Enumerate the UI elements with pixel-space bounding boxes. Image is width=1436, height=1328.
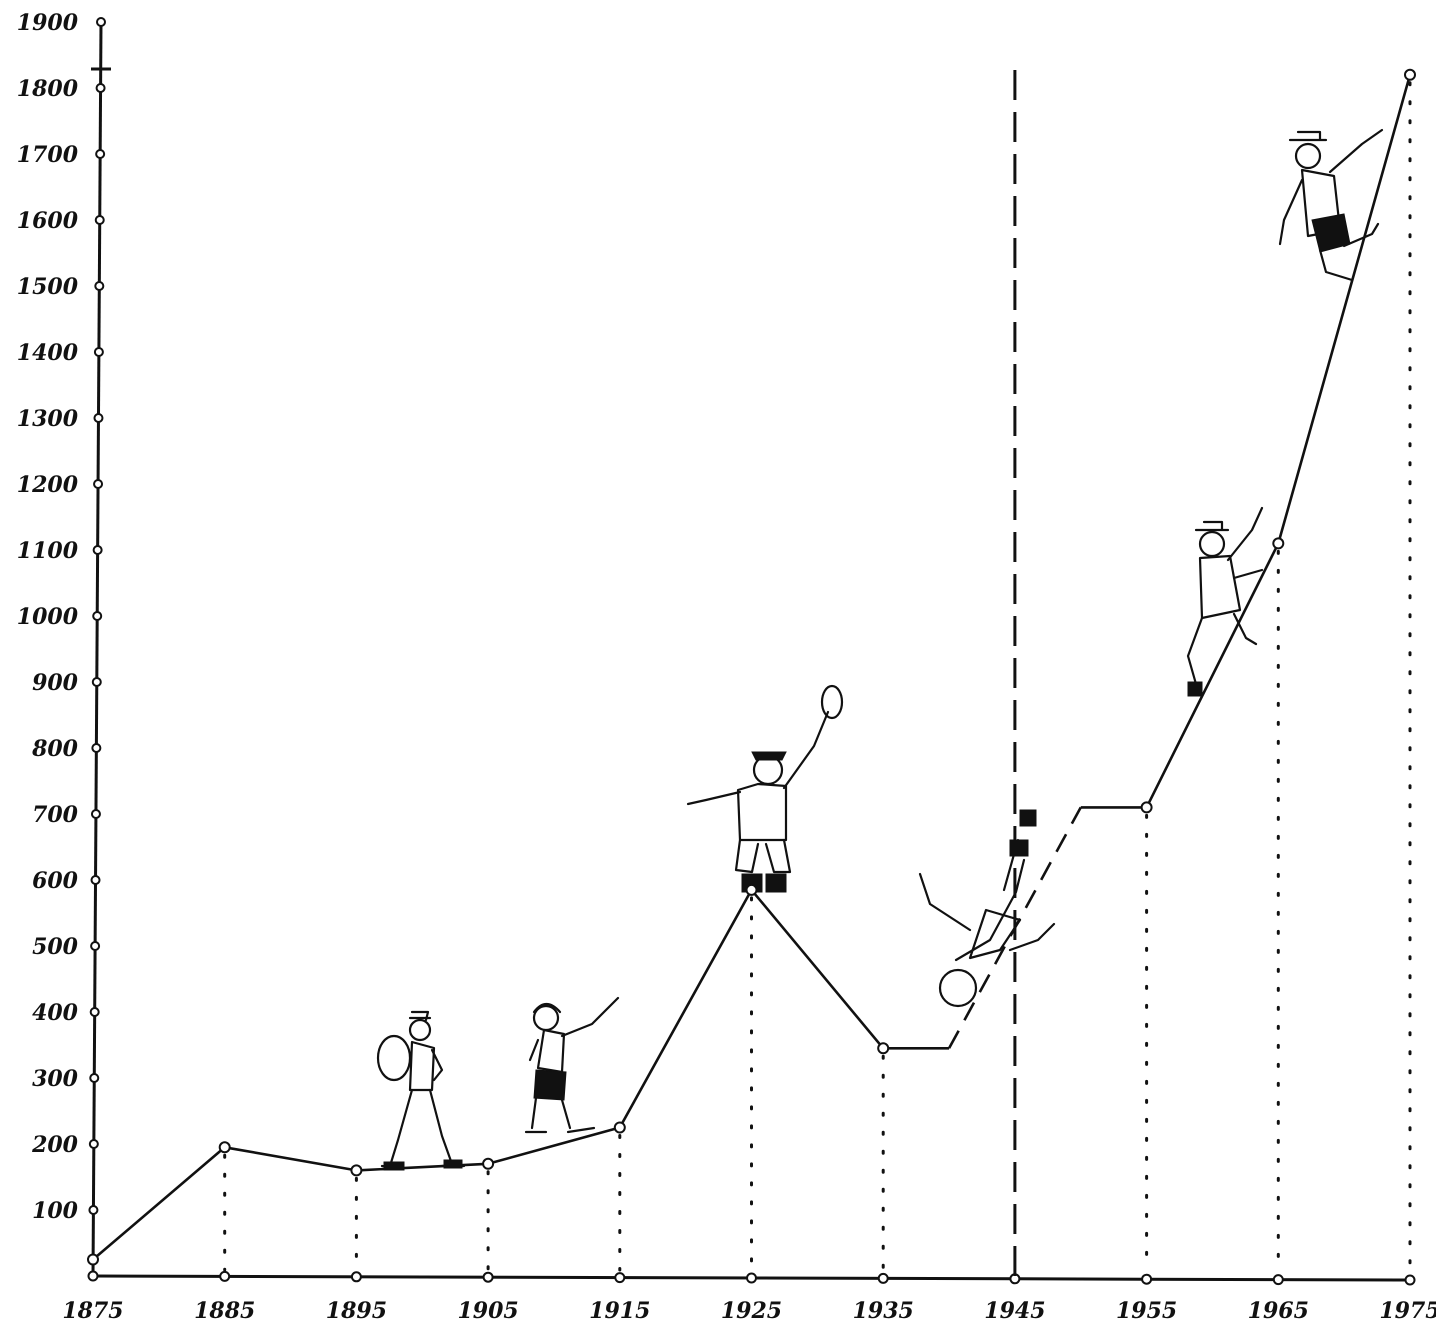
y-tick-dot: [93, 347, 104, 357]
x-tick-label: 1885: [194, 1298, 255, 1324]
y-tick-label: 800: [31, 736, 79, 762]
y-tick-label: 1100: [17, 538, 79, 564]
y-tick-label: 500: [32, 934, 79, 960]
y-tick-label: 1300: [17, 406, 79, 432]
data-point: [87, 1253, 99, 1266]
data-point: [1404, 68, 1416, 81]
x-tick-label: 1955: [1116, 1298, 1177, 1324]
y-tick-label: 1200: [17, 472, 79, 498]
x-tick-label: 1895: [326, 1298, 387, 1324]
y-tick-label: 1400: [17, 340, 79, 366]
data-point: [613, 1121, 626, 1134]
y-tick-dot: [90, 941, 101, 951]
y-tick-label: 700: [32, 802, 79, 828]
y-tick-dot: [95, 149, 106, 159]
y-tick-dot: [88, 1139, 99, 1149]
y-tick-label: 1500: [17, 274, 79, 300]
data-point: [1140, 801, 1153, 814]
y-tick-labels: 100 200 300 400 500 600 700 800 900 1000 1100 1200 1…: [17, 10, 79, 1224]
cheering-man-icon: [686, 684, 844, 893]
y-tick-dot: [95, 83, 106, 93]
y-tick-dot: [89, 1007, 100, 1017]
hiker-with-backpack-icon: [376, 1010, 466, 1171]
drop-lines: [223, 81, 1412, 1272]
data-point: [350, 1164, 363, 1177]
climber-lower-icon: [1186, 506, 1264, 697]
y-tick-label: 200: [31, 1132, 79, 1158]
x-tick-dot: [877, 1272, 889, 1284]
y-tick-dot: [89, 1073, 100, 1083]
x-tick-dot: [87, 1270, 99, 1282]
markers-layer: [87, 68, 1416, 1266]
y-tick-dot: [92, 611, 103, 621]
y-tick-dot: [90, 875, 101, 885]
y-tick-label: 1800: [17, 76, 79, 102]
pointing-walker-icon: [524, 996, 620, 1134]
axes: [87, 17, 1416, 1286]
y-tick-dot: [94, 215, 105, 225]
x-tick-label: 1965: [1248, 1298, 1309, 1324]
climber-upper-icon: [1278, 128, 1384, 282]
x-tick-dot: [1272, 1274, 1284, 1286]
x-tick-label: 1875: [62, 1298, 123, 1324]
y-tick-label: 300: [32, 1066, 79, 1092]
series-line: [92, 74, 1412, 1261]
y-tick-dot: [93, 479, 104, 489]
x-tick-dot: [746, 1272, 757, 1284]
y-tick-dot: [92, 545, 103, 555]
data-point: [745, 883, 758, 896]
y-tick-label: 1600: [17, 208, 79, 234]
y-tick-label: 1700: [17, 142, 79, 168]
x-tick-label: 1905: [457, 1298, 518, 1324]
y-tick-dot: [91, 743, 102, 753]
x-tick-label: 1925: [721, 1298, 782, 1324]
x-tick-dot: [1404, 1274, 1416, 1286]
y-axis-line: [91, 21, 103, 1277]
x-tick-label: 1975: [1379, 1298, 1436, 1324]
y-tick-dot: [90, 809, 101, 819]
x-tick-dot: [219, 1270, 231, 1282]
x-tick-dot: [1141, 1273, 1153, 1285]
y-tick-dot: [93, 413, 104, 423]
y-tick-label: 600: [32, 868, 79, 894]
x-tick-labels: 1875 1885 1895 1905 1915 1925 1935 1945 1955 1965…: [62, 1298, 1436, 1324]
y-tick-label: 100: [32, 1198, 79, 1224]
y-tick-dot: [88, 1205, 99, 1215]
illustrations: [376, 128, 1384, 1171]
y-tick-label: 1900: [17, 10, 79, 36]
y-tick-dot: [94, 281, 105, 291]
data-point: [877, 1042, 890, 1055]
data-point: [218, 1141, 231, 1154]
x-tick-dot: [482, 1271, 494, 1283]
y-tick-label: 400: [32, 1000, 79, 1026]
series-layer: [92, 74, 1412, 1261]
y-tick-dot: [91, 677, 102, 687]
data-point: [1272, 537, 1285, 550]
x-tick-dot: [614, 1272, 626, 1284]
data-point: [482, 1157, 495, 1170]
y-tick-label: 1000: [17, 604, 79, 630]
x-tick-label: 1915: [589, 1298, 650, 1324]
y-tick-dot: [96, 17, 106, 27]
x-tick-label: 1935: [853, 1298, 914, 1324]
x-tick-label: 1945: [984, 1298, 1045, 1324]
falling-man-icon: [918, 809, 1056, 1008]
y-tick-label: 900: [32, 670, 79, 696]
x-tick-dot: [350, 1271, 362, 1283]
